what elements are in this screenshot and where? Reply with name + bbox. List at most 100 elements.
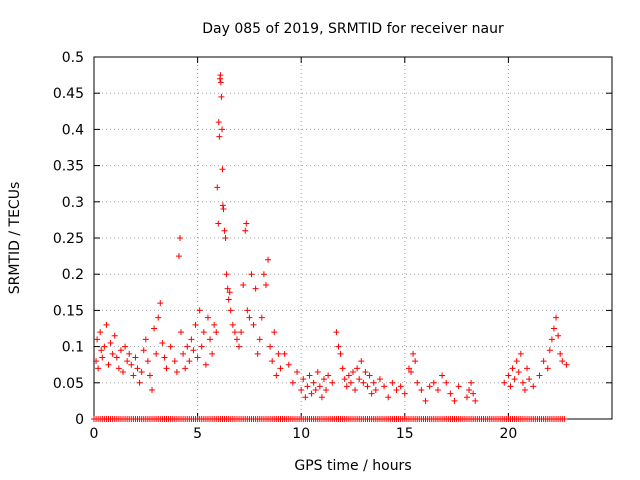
- data-point-marker: [153, 350, 160, 357]
- data-point-marker: [362, 368, 369, 375]
- data-points: [91, 72, 570, 422]
- x-tick-label: 0: [90, 426, 99, 442]
- data-point-marker: [167, 343, 174, 350]
- data-point-marker: [248, 271, 255, 278]
- data-point-marker: [557, 350, 564, 357]
- data-point-marker: [99, 354, 106, 361]
- data-point-marker: [418, 387, 425, 394]
- data-point-marker: [238, 329, 245, 336]
- data-point-marker: [401, 390, 408, 397]
- data-point-marker: [198, 343, 205, 350]
- x-tick-label: 5: [193, 426, 202, 442]
- data-point-marker: [146, 372, 153, 379]
- data-point-marker: [243, 220, 250, 227]
- data-point-marker: [269, 358, 276, 365]
- data-point-marker: [505, 372, 512, 379]
- data-point-marker: [202, 361, 209, 368]
- x-tick-label: 20: [499, 426, 517, 442]
- data-point-marker: [422, 397, 429, 404]
- data-point-marker: [173, 368, 180, 375]
- data-point-marker: [333, 329, 340, 336]
- data-point-marker: [211, 321, 218, 328]
- data-point-marker: [217, 79, 224, 86]
- data-point-marker: [163, 365, 170, 372]
- data-point-marker: [224, 285, 231, 292]
- data-point-marker: [218, 93, 225, 100]
- data-point-marker: [397, 383, 404, 390]
- data-point-marker: [511, 376, 518, 383]
- data-point-marker: [132, 354, 139, 361]
- data-point-marker: [345, 372, 352, 379]
- data-point-marker: [213, 329, 220, 336]
- data-point-marker: [136, 379, 143, 386]
- y-tick-label: 0.25: [53, 231, 84, 247]
- data-point-marker: [204, 314, 211, 321]
- data-point-marker: [219, 166, 226, 173]
- data-point-marker: [312, 387, 319, 394]
- data-point-marker: [267, 343, 274, 350]
- data-point-marker: [128, 361, 135, 368]
- data-point-marker: [155, 314, 162, 321]
- data-point-marker: [101, 343, 108, 350]
- y-tick-label: 0.15: [53, 303, 84, 319]
- data-point-marker: [550, 325, 557, 332]
- data-point-marker: [142, 336, 149, 343]
- data-point-marker: [214, 184, 221, 191]
- data-point-marker: [244, 307, 251, 314]
- data-point-marker: [190, 347, 197, 354]
- data-point-marker: [306, 372, 313, 379]
- data-point-marker: [215, 119, 222, 126]
- data-point-marker: [526, 376, 533, 383]
- data-point-marker: [347, 379, 354, 386]
- data-point-marker: [466, 387, 473, 394]
- data-point-marker: [219, 202, 226, 209]
- data-point-marker: [524, 365, 531, 372]
- data-point-marker: [358, 358, 365, 365]
- data-point-marker: [246, 314, 253, 321]
- data-point-marker: [186, 358, 193, 365]
- data-point-marker: [159, 339, 166, 346]
- y-tick-label: 0.2: [62, 267, 84, 283]
- data-point-marker: [548, 336, 555, 343]
- data-point-marker: [240, 282, 247, 289]
- data-point-marker: [111, 332, 118, 339]
- data-point-marker: [354, 365, 361, 372]
- data-point-marker: [223, 271, 230, 278]
- data-point-marker: [273, 372, 280, 379]
- data-point-marker: [231, 329, 238, 336]
- axis-ticks: 0 5 10 15 20 0 0.05 0.1 0.15 0.2 0.25 0.3 0.35 0.4 0.4…: [53, 50, 612, 442]
- x-tick-label: 10: [292, 426, 310, 442]
- y-tick-label: 0.05: [53, 376, 84, 392]
- data-point-marker: [236, 343, 243, 350]
- data-point-marker: [434, 387, 441, 394]
- data-point-marker: [117, 347, 124, 354]
- data-point-marker: [408, 368, 415, 375]
- data-point-marker: [289, 379, 296, 386]
- data-point-marker: [364, 383, 371, 390]
- data-point-marker: [157, 300, 164, 307]
- y-tick-label: 0.5: [62, 50, 84, 66]
- data-point-marker: [509, 365, 516, 372]
- data-point-marker: [151, 325, 158, 332]
- data-point-marker: [209, 350, 216, 357]
- data-point-marker: [472, 397, 479, 404]
- data-point-marker: [451, 397, 458, 404]
- data-point-marker: [414, 379, 421, 386]
- data-point-marker: [360, 379, 367, 386]
- data-point-marker: [463, 394, 470, 401]
- data-point-marker: [180, 350, 187, 357]
- data-point-marker: [105, 361, 112, 368]
- data-point-marker: [115, 365, 122, 372]
- data-point-marker: [300, 376, 307, 383]
- data-point-marker: [561, 416, 568, 422]
- data-point-marker: [329, 379, 336, 386]
- data-point-marker: [200, 329, 207, 336]
- data-point-marker: [563, 361, 570, 368]
- data-point-marker: [410, 350, 417, 357]
- data-point-marker: [443, 379, 450, 386]
- data-point-marker: [184, 343, 191, 350]
- data-point-marker: [161, 354, 168, 361]
- data-point-marker: [98, 347, 105, 354]
- data-point-marker: [252, 285, 259, 292]
